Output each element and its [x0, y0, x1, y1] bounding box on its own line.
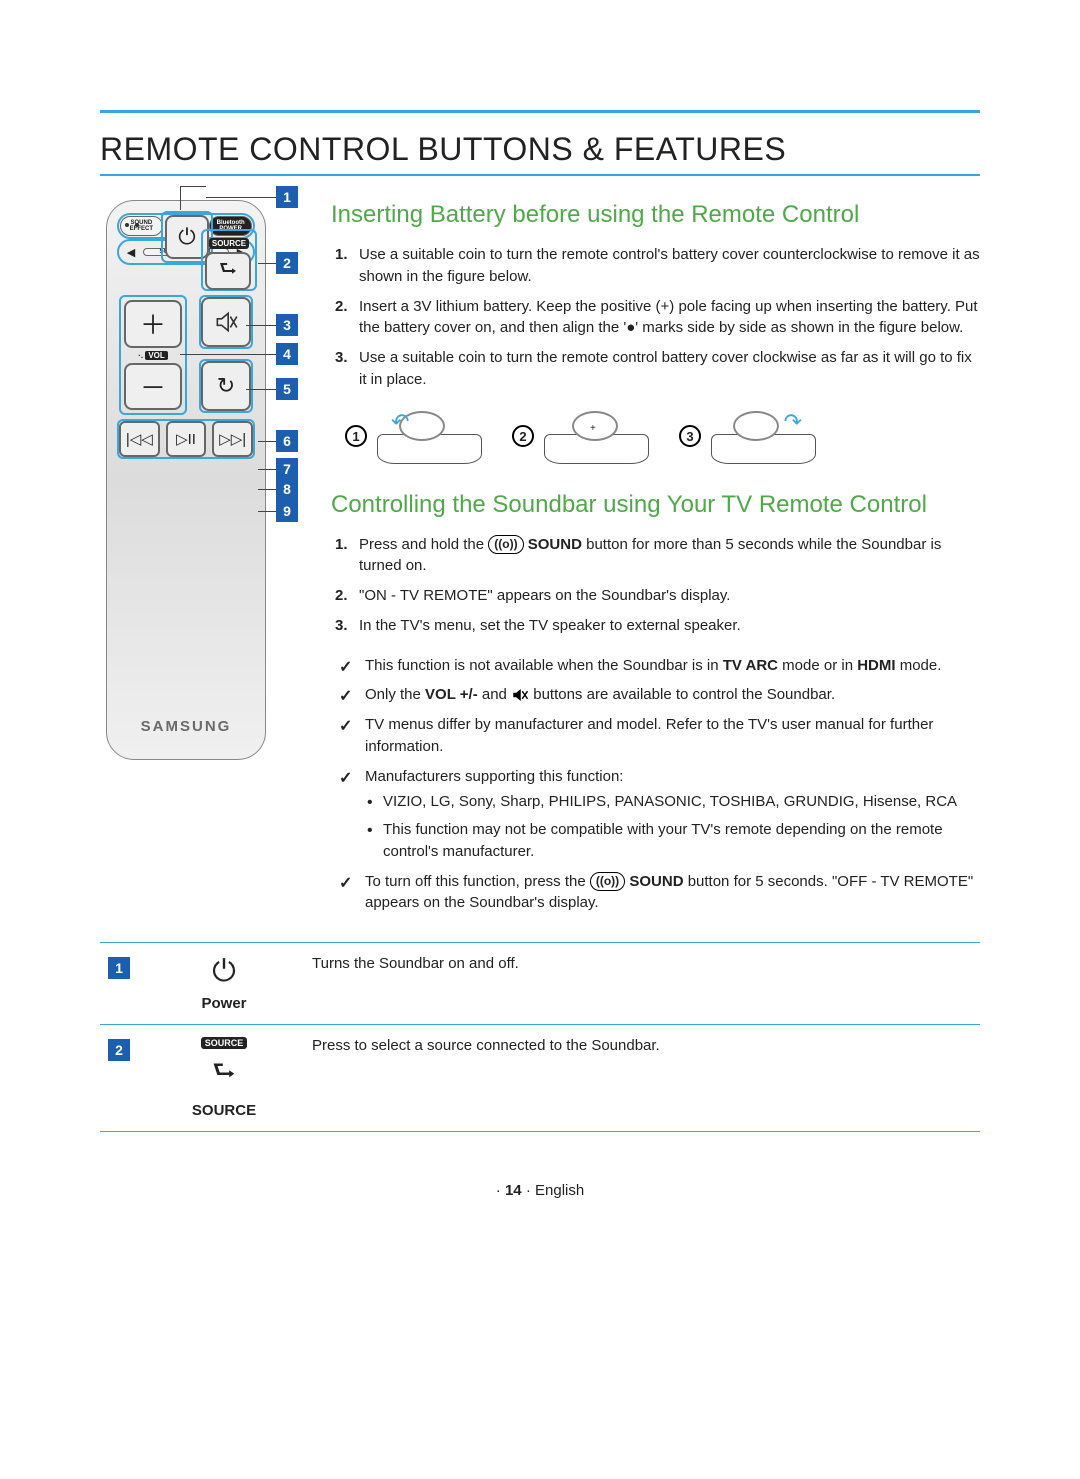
- left-arrow-icon: ◀: [119, 246, 143, 259]
- vol-down-icon: －: [124, 363, 182, 411]
- callout-4: 4: [276, 343, 298, 365]
- power-icon: ⏻: [212, 955, 236, 989]
- brand-label: SAMSUNG: [107, 718, 265, 735]
- source-desc: Press to select a source connected to th…: [304, 1025, 980, 1132]
- section-heading-tvremote: Controlling the Soundbar using Your TV R…: [331, 490, 980, 520]
- battery-step-3: Use a suitable coin to turn the remote c…: [335, 347, 980, 391]
- section-heading-battery: Inserting Battery before using the Remot…: [331, 200, 980, 230]
- power-label: Power: [201, 995, 246, 1012]
- volume-block: ＋ ·. VOL －: [119, 295, 187, 415]
- battery-figure-row: 1 ↶ 2 + 3 ↷: [345, 409, 980, 464]
- remote-diagram: ⏻ SOURCE ⮑ ＋ ·. VOL －: [106, 200, 266, 760]
- sound-badge-icon: ((o)): [590, 872, 625, 891]
- callout-5: 5: [276, 378, 298, 400]
- fig-img-2: +: [544, 409, 649, 464]
- fig-img-3: ↷: [711, 409, 816, 464]
- note-1: This function is not available when the …: [335, 655, 980, 677]
- fig-num-2: 2: [512, 425, 534, 447]
- note-4-bullet-2: This function may not be compatible with…: [365, 819, 980, 863]
- button-table: 1 ⏻ Power Turns the Soundbar on and off.…: [100, 942, 980, 1132]
- mute-icon: [201, 297, 251, 347]
- note-3: TV menus differ by manufacturer and mode…: [335, 714, 980, 758]
- tvremote-steps: Press and hold the ((o)) SOUND button fo…: [335, 534, 980, 637]
- source-button-icon: SOURCE ⮑: [205, 233, 253, 289]
- mute-inline-icon: [511, 686, 529, 704]
- source-label: SOURCE: [192, 1102, 256, 1119]
- repeat-block: ↻: [199, 359, 253, 413]
- page-title: REMOTE CONTROL BUTTONS & FEATURES: [100, 131, 980, 168]
- callout-2: 2: [276, 252, 298, 274]
- callout-6: 6: [276, 430, 298, 452]
- fig-num-1: 1: [345, 425, 367, 447]
- note-4-bullet-1: VIZIO, LG, Sony, Sharp, PHILIPS, PANASON…: [365, 791, 980, 813]
- tvremote-notes: This function is not available when the …: [335, 655, 980, 915]
- table-num-1: 1: [108, 957, 130, 979]
- note-2: Only the VOL +/- and buttons are availab…: [335, 684, 980, 706]
- source-icon: SOURCE ⮑: [201, 1037, 248, 1096]
- vol-up-icon: ＋: [124, 300, 182, 348]
- fig-num-3: 3: [679, 425, 701, 447]
- battery-steps: Use a suitable coin to turn the remote c…: [335, 244, 980, 391]
- battery-step-1: Use a suitable coin to turn the remote c…: [335, 244, 980, 288]
- callout-1: 1: [276, 186, 298, 208]
- tvremote-step-2: "ON - TV REMOTE" appears on the Soundbar…: [335, 585, 980, 607]
- battery-step-2: Insert a 3V lithium battery. Keep the po…: [335, 296, 980, 340]
- tvremote-step-3: In the TV's menu, set the TV speaker to …: [335, 615, 980, 637]
- note-4: Manufacturers supporting this function: …: [335, 766, 980, 863]
- table-num-2: 2: [108, 1039, 130, 1061]
- callout-7: 7: [276, 458, 298, 480]
- page-footer: · 14 · English: [100, 1182, 980, 1199]
- callout-3: 3: [276, 314, 298, 336]
- callout-8: 8: [276, 478, 298, 500]
- sound-badge-icon: ((o)): [488, 535, 523, 554]
- tvremote-step-1: Press and hold the ((o)) SOUND button fo…: [335, 534, 980, 578]
- repeat-icon: ↻: [201, 361, 251, 411]
- note-5: To turn off this function, press the ((o…: [335, 871, 980, 915]
- power-desc: Turns the Soundbar on and off.: [304, 943, 980, 1025]
- callout-9: 9: [276, 500, 298, 522]
- mute-block: [199, 295, 253, 349]
- fig-img-1: ↶: [377, 409, 482, 464]
